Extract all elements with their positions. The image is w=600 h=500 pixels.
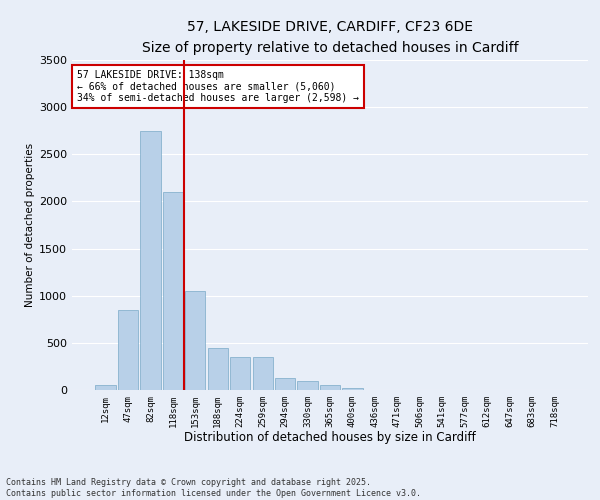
Bar xyxy=(343,388,362,390)
Bar xyxy=(163,192,183,390)
Text: Contains HM Land Registry data © Crown copyright and database right 2025.
Contai: Contains HM Land Registry data © Crown c… xyxy=(6,478,421,498)
Bar xyxy=(320,386,340,390)
X-axis label: Distribution of detached houses by size in Cardiff: Distribution of detached houses by size … xyxy=(184,432,476,444)
Y-axis label: Number of detached properties: Number of detached properties xyxy=(25,143,35,307)
Bar xyxy=(230,357,250,390)
Title: 57, LAKESIDE DRIVE, CARDIFF, CF23 6DE
Size of property relative to detached hous: 57, LAKESIDE DRIVE, CARDIFF, CF23 6DE Si… xyxy=(142,20,518,54)
Bar xyxy=(298,380,317,390)
Bar xyxy=(185,291,205,390)
Bar xyxy=(275,378,295,390)
Text: 57 LAKESIDE DRIVE: 138sqm
← 66% of detached houses are smaller (5,060)
34% of se: 57 LAKESIDE DRIVE: 138sqm ← 66% of detac… xyxy=(77,70,359,103)
Bar xyxy=(208,348,228,390)
Bar xyxy=(118,310,138,390)
Bar xyxy=(140,130,161,390)
Bar xyxy=(253,357,273,390)
Bar xyxy=(95,386,116,390)
